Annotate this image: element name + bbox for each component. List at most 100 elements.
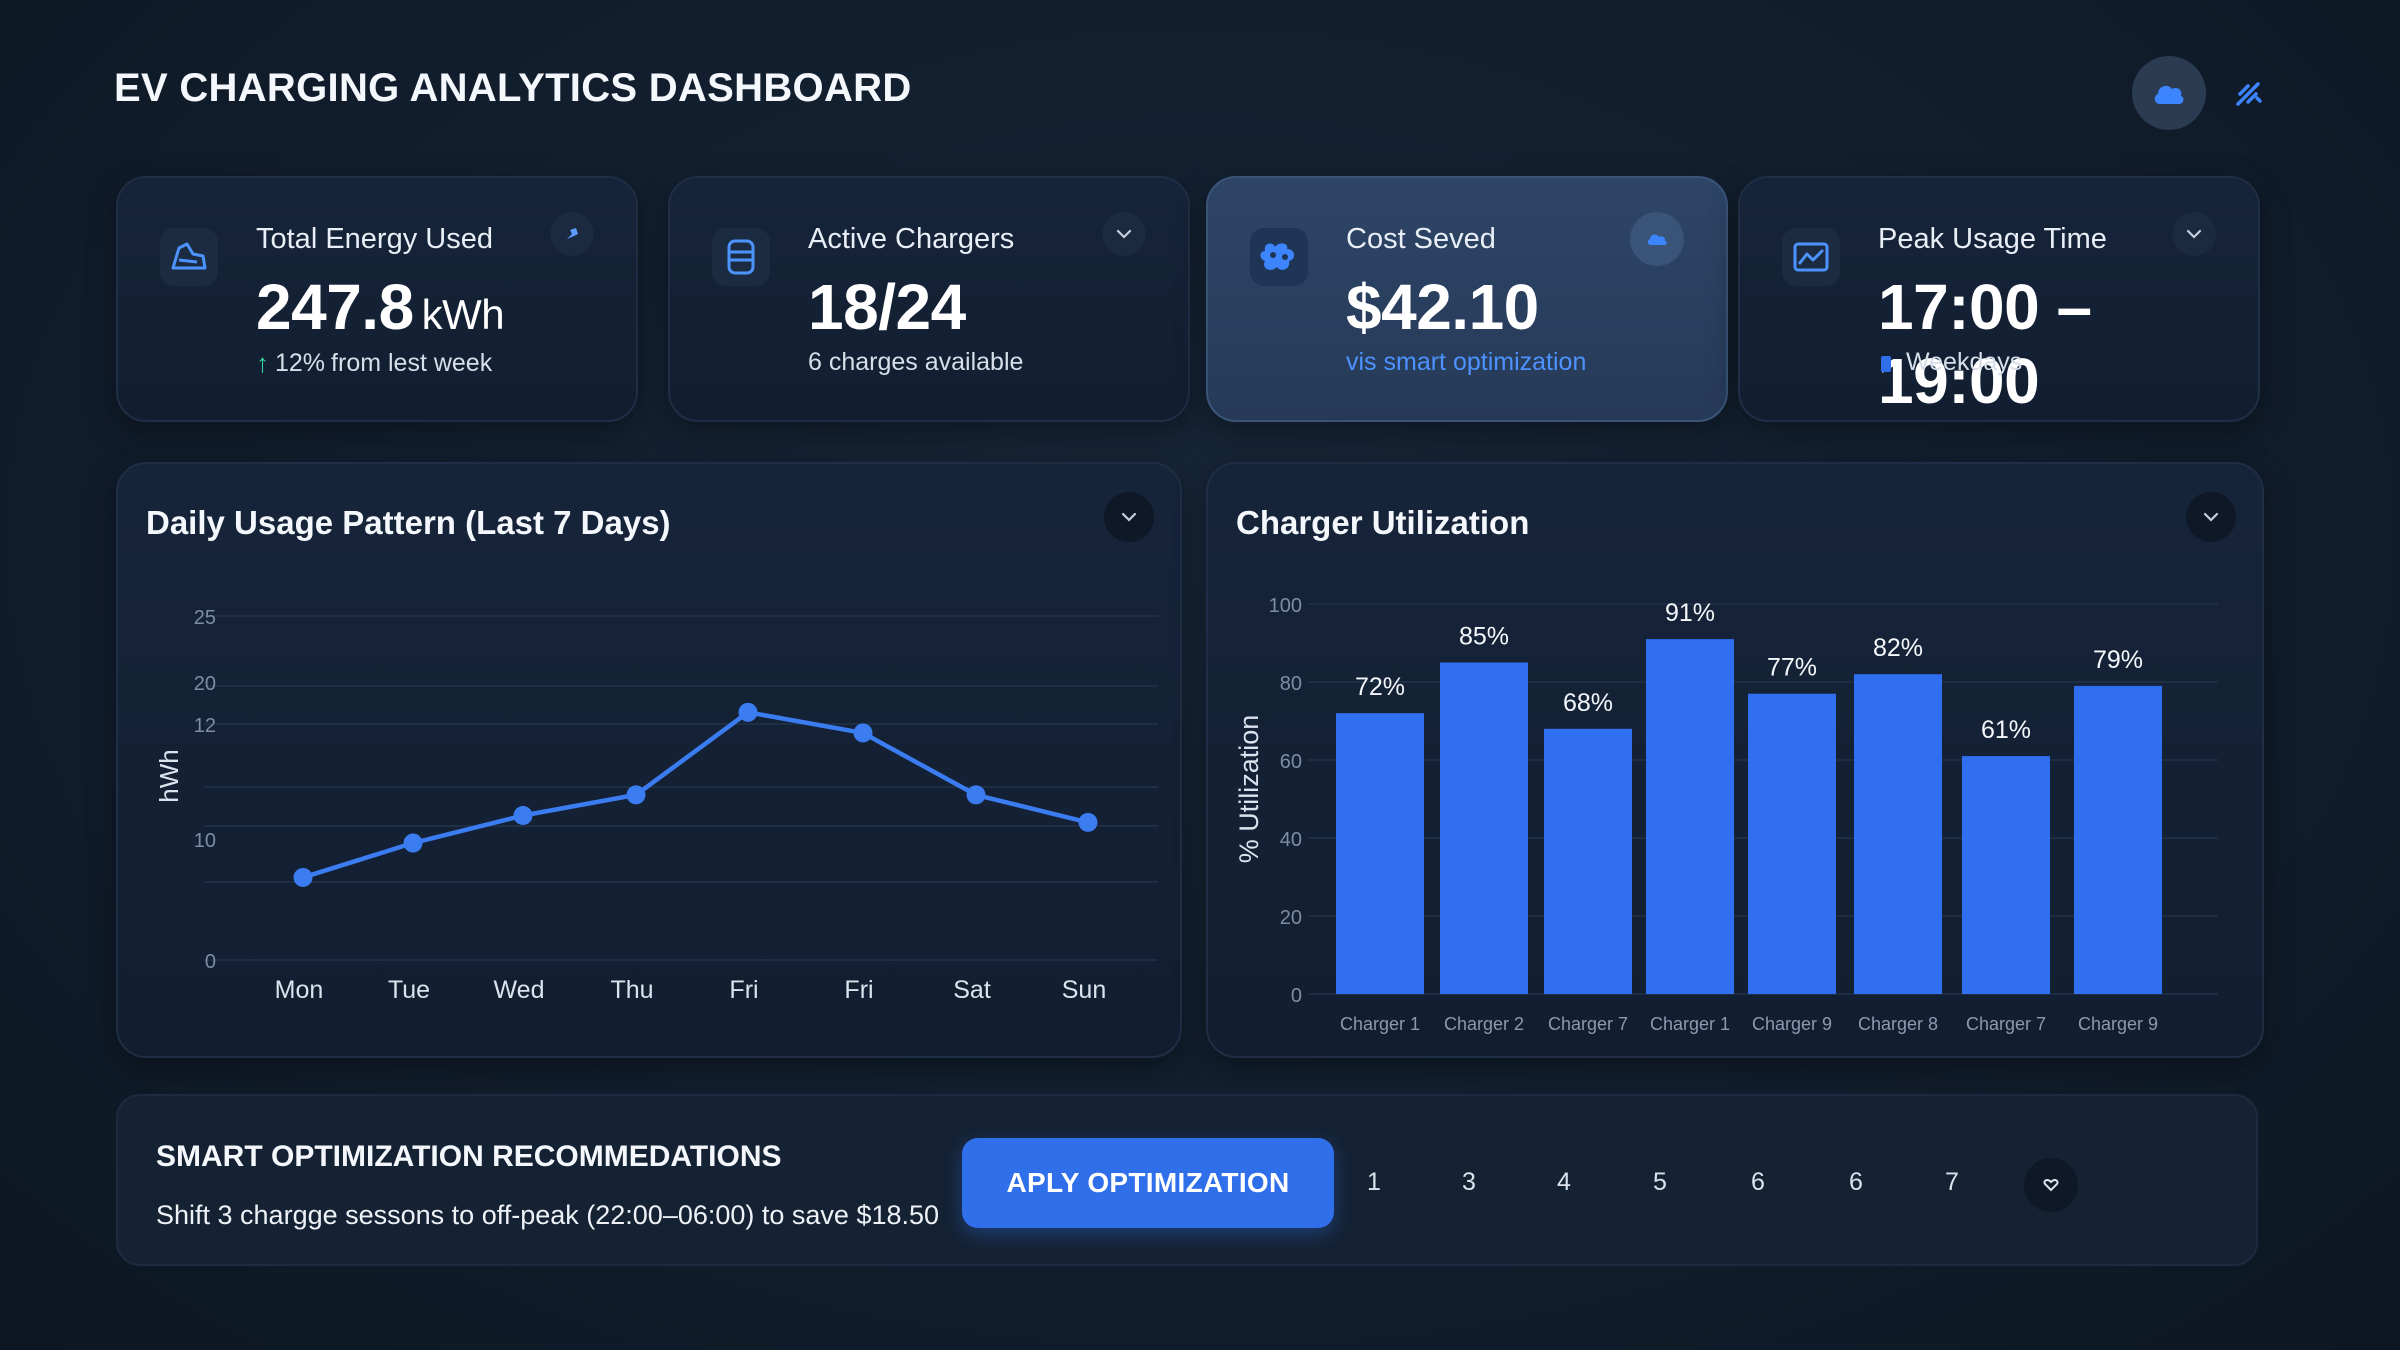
utilization-bar[interactable] xyxy=(1544,728,1632,994)
kpi-label: Active Chargers xyxy=(808,223,1015,255)
apply-optimization-button[interactable]: APLY OPTIMIZATION xyxy=(962,1138,1334,1228)
page-number-button[interactable]: 6 xyxy=(1830,1156,1882,1208)
page-number-button[interactable]: 3 xyxy=(1443,1156,1495,1208)
kpi-card-peak-usage[interactable]: Peak Usage Time 17:00 – 19:00 Weekdays xyxy=(1738,176,2260,422)
x-tick-label: Fri xyxy=(844,976,873,1004)
x-tick-label: Fri xyxy=(729,976,758,1004)
x-tick-label: Charger 1 xyxy=(1340,1014,1420,1034)
x-tick-label: Mon xyxy=(275,976,324,1004)
x-tick-label: Charger 9 xyxy=(2078,1014,2158,1034)
x-tick-label: Charger 9 xyxy=(1752,1014,1832,1034)
utilization-bar[interactable] xyxy=(1646,639,1734,994)
x-tick-label: Tue xyxy=(388,976,430,1004)
data-point[interactable] xyxy=(853,723,873,743)
panel-title: Daily Usage Pattern (Last 7 Days) xyxy=(146,504,671,541)
y-tick-label: 0 xyxy=(205,951,216,973)
x-tick-label: Charger 2 xyxy=(1444,1014,1524,1034)
data-point[interactable] xyxy=(293,867,313,887)
x-tick-label: Sun xyxy=(1062,976,1106,1004)
bar-value-label: 79% xyxy=(2093,646,2143,674)
utilization-chart: 100 80 60 40 20 0 % Utilization 72% 85% 68% 91% 7… xyxy=(1234,595,2218,1034)
chart-window-icon xyxy=(1782,228,1840,286)
utilization-bar[interactable] xyxy=(1748,693,1836,994)
bar-value-label: 68% xyxy=(1563,689,1613,717)
usage-line xyxy=(302,710,1089,880)
data-point[interactable] xyxy=(966,785,986,805)
utilization-bar[interactable] xyxy=(1962,756,2050,994)
sparkle-icon[interactable] xyxy=(2226,72,2270,116)
y-tick-label: 25 xyxy=(194,607,216,629)
y-tick-label: 20 xyxy=(194,673,216,695)
kpi-change: ↑ 12% from lest week xyxy=(256,348,493,378)
kpi-value: 247.8 kWh xyxy=(256,271,505,343)
data-point[interactable] xyxy=(513,806,533,826)
y-tick-label: 0 xyxy=(1291,985,1302,1007)
page-number-button[interactable]: 4 xyxy=(1538,1156,1590,1208)
charger-icon xyxy=(712,228,770,286)
chevron-down-icon[interactable] xyxy=(1104,492,1154,542)
page-number-button[interactable]: 7 xyxy=(1926,1156,1978,1208)
cloud-small-icon[interactable] xyxy=(1630,212,1684,266)
savings-icon xyxy=(1250,228,1308,286)
arrow-up-icon: ↑ xyxy=(256,348,269,378)
x-tick-label: Charger 8 xyxy=(1858,1014,1938,1034)
x-tick-label: Charger 7 xyxy=(1966,1014,2046,1034)
x-tick-label: Thu xyxy=(610,976,653,1004)
y-axis-label: hWh xyxy=(154,749,184,802)
utilization-bar[interactable] xyxy=(1440,662,1528,995)
energy-icon xyxy=(160,228,218,286)
kpi-card-total-energy[interactable]: Total Energy Used 247.8 kWh ↑ 12% from lest… xyxy=(116,176,638,422)
bar-value-label: 82% xyxy=(1873,634,1923,662)
data-point[interactable] xyxy=(738,702,758,722)
y-tick-label: 80 xyxy=(1280,673,1302,695)
y-tick-label: 10 xyxy=(194,830,216,852)
bar-value-label: 72% xyxy=(1355,673,1405,701)
kpi-value: 17:00 – 19:00 xyxy=(1878,271,2092,417)
data-point[interactable] xyxy=(403,833,423,853)
y-tick-label: 12 xyxy=(194,715,216,737)
data-point[interactable] xyxy=(1078,812,1098,832)
y-tick-label: 100 xyxy=(1269,595,1302,617)
kpi-card-cost-saved[interactable]: Cost Seved $42.10 vis smart optimization xyxy=(1206,176,1728,422)
pin-icon[interactable] xyxy=(550,212,594,256)
daily-usage-chart: 25 20 12 10 0 hWh Mon Tue Wed Thu Fri Fri Sat Sun xyxy=(154,607,1158,1004)
kpi-value: $42.10 xyxy=(1346,271,1539,343)
kpi-label: Total Energy Used xyxy=(256,223,493,255)
kpi-label: Cost Seved xyxy=(1346,223,1496,255)
recommendations-text: Shift 3 chargge sessons to off-peak (22:… xyxy=(156,1200,940,1230)
panel-title: Charger Utilization xyxy=(1236,504,1530,541)
utilization-bar[interactable] xyxy=(2074,685,2162,994)
page-number-button[interactable]: 6 xyxy=(1732,1156,1784,1208)
chevron-down-icon[interactable] xyxy=(2186,492,2236,542)
data-point[interactable] xyxy=(626,785,646,805)
charger-utilization-panel: Charger Utilization 100 80 60 40 20 0 % Utili… xyxy=(1206,462,2264,1058)
x-tick-label: Sat xyxy=(953,976,991,1004)
kpi-value: 18/24 xyxy=(808,271,966,343)
bar-value-label: 91% xyxy=(1665,599,1715,627)
page-number-button[interactable]: 5 xyxy=(1634,1156,1686,1208)
chevron-down-icon[interactable] xyxy=(1102,212,1146,256)
x-tick-label: Charger 1 xyxy=(1650,1014,1730,1034)
kpi-subtext: vis smart optimization xyxy=(1346,348,1587,376)
kpi-card-active-chargers[interactable]: Active Chargers 18/24 6 charges availabl… xyxy=(668,176,1190,422)
cloud-icon[interactable] xyxy=(2132,56,2206,130)
x-tick-label: Charger 7 xyxy=(1548,1014,1628,1034)
utilization-bar[interactable] xyxy=(1336,713,1424,994)
bar-value-label: 85% xyxy=(1459,623,1509,651)
kpi-label: Peak Usage Time xyxy=(1878,223,2107,255)
y-axis-label: % Utilization xyxy=(1234,715,1264,864)
kpi-subtext: Weekdays xyxy=(1878,348,2022,377)
recommendations-title: SMART OPTIMIZATION RECOMMEDATIONS xyxy=(156,1140,782,1173)
chevron-down-icon[interactable] xyxy=(2172,212,2216,256)
y-tick-label: 20 xyxy=(1280,907,1302,929)
heart-icon[interactable] xyxy=(2024,1158,2078,1212)
bar-value-label: 77% xyxy=(1767,654,1817,682)
utilization-bar[interactable] xyxy=(1854,674,1942,994)
kpi-subtext: 6 charges available xyxy=(808,348,1024,376)
y-tick-label: 60 xyxy=(1280,751,1302,773)
page-number-button[interactable]: 1 xyxy=(1348,1156,1400,1208)
page-title: EV CHARGING ANALYTICS DASHBOARD xyxy=(114,66,912,110)
bar-value-label: 61% xyxy=(1981,716,2031,744)
calendar-bar-icon xyxy=(1881,355,1891,372)
recommendations-panel: SMART OPTIMIZATION RECOMMEDATIONS Shift … xyxy=(116,1094,2258,1266)
